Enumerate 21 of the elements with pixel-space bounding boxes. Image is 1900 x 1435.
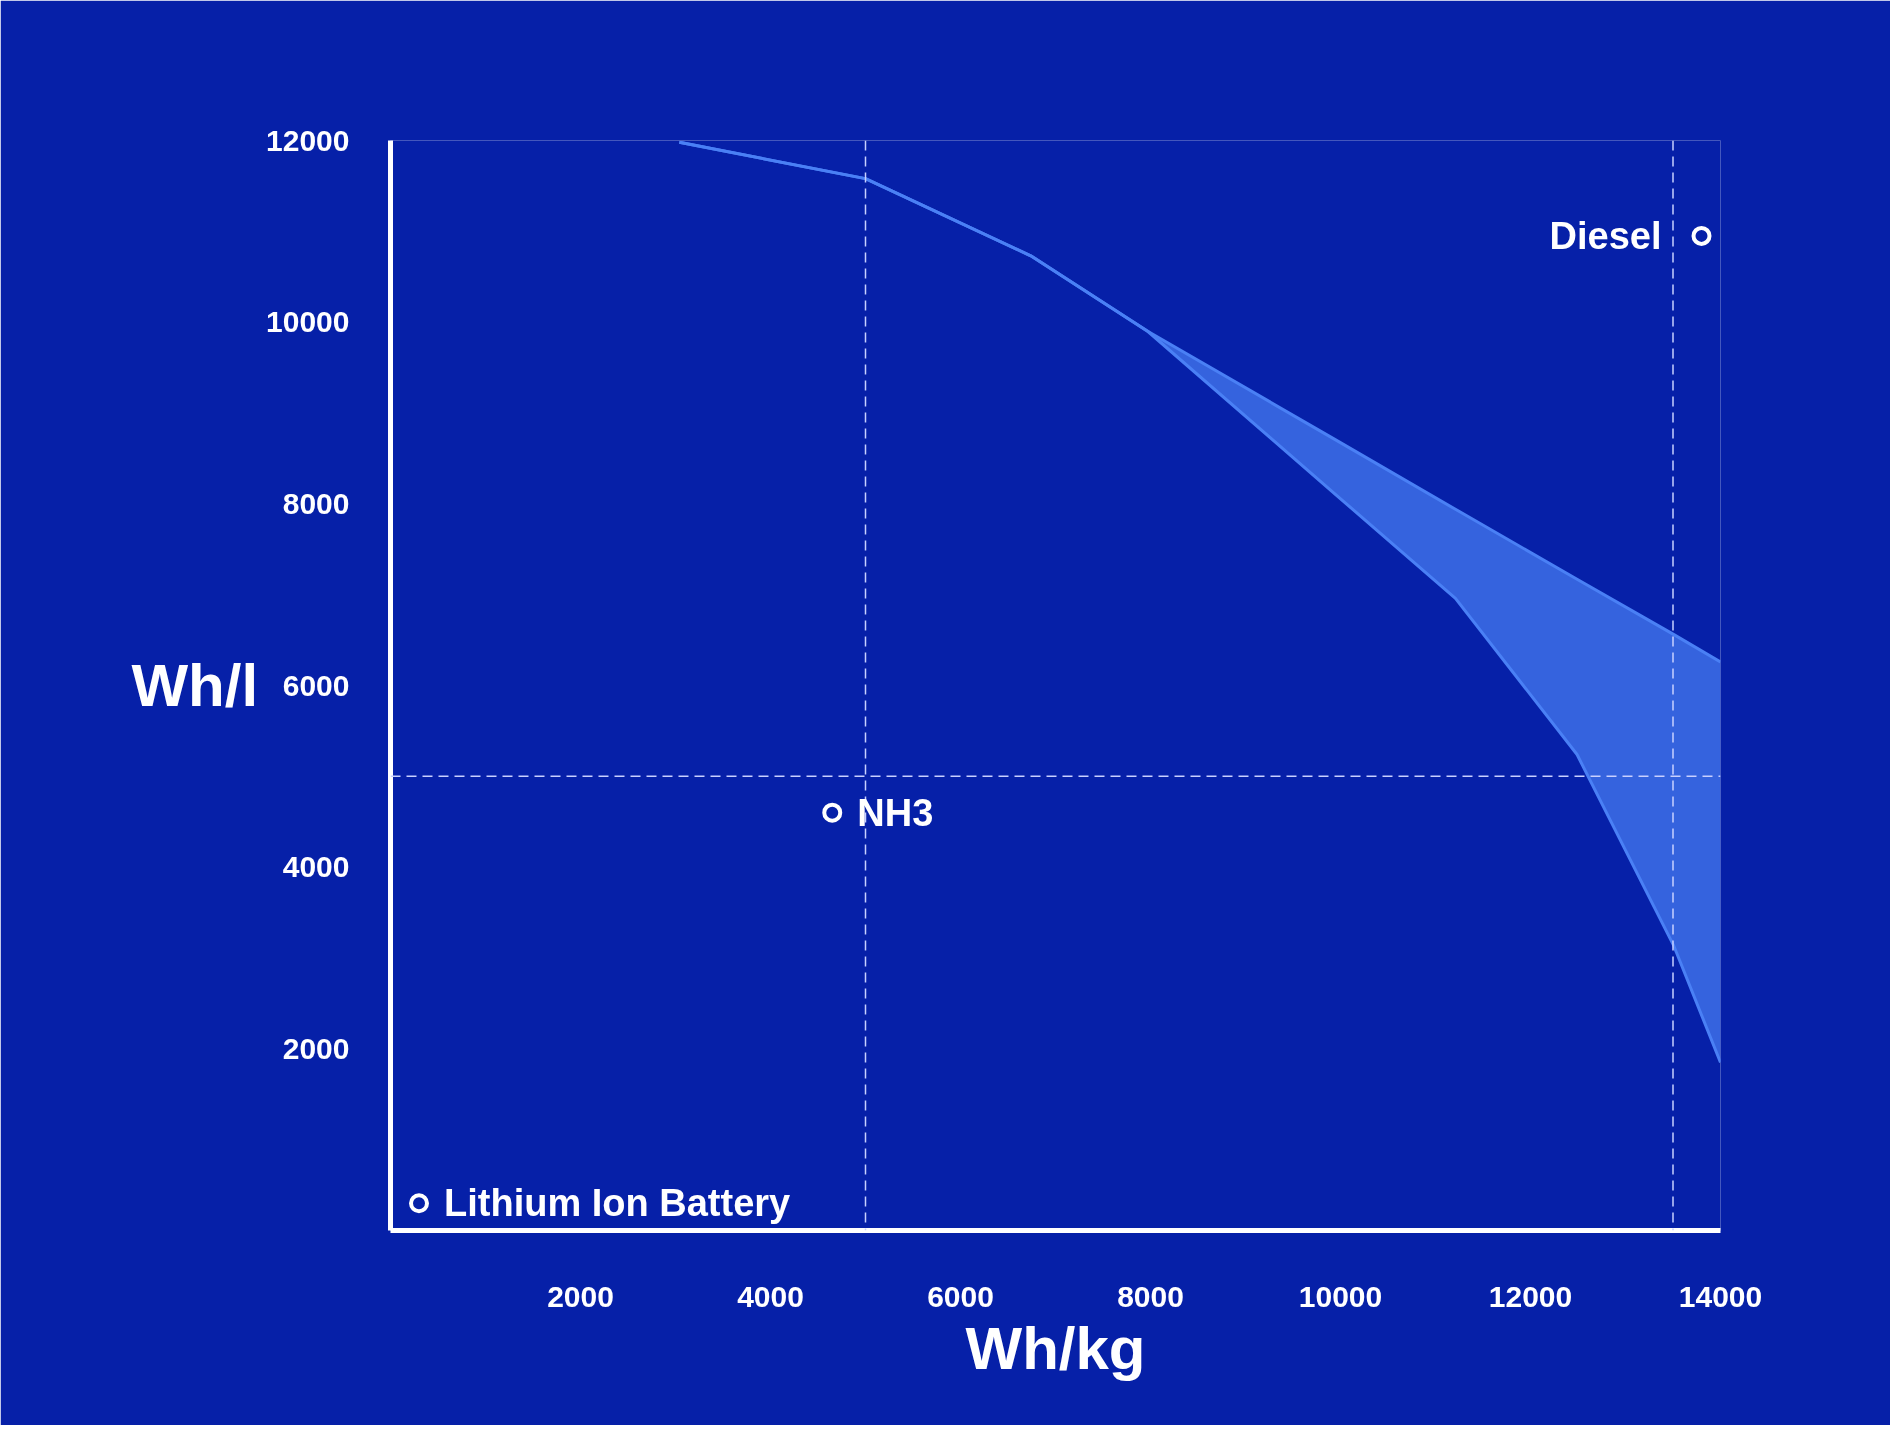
x-tick-label: 2000 bbox=[547, 1279, 614, 1313]
point bbox=[1691, 225, 1712, 246]
x-tick-label: 6000 bbox=[927, 1279, 994, 1313]
y-tick-label: 8000 bbox=[282, 486, 350, 520]
y-tick-label: 6000 bbox=[282, 668, 350, 702]
series-label: Lithium Ion Battery bbox=[444, 1182, 791, 1225]
x-axis-title: Wh/kg bbox=[965, 1314, 1146, 1382]
y-tick-label: 12000 bbox=[266, 123, 350, 157]
x-tick-label: 10000 bbox=[1298, 1279, 1383, 1313]
y-axis-title: Wh/l bbox=[131, 652, 259, 719]
x-tick-label: 4000 bbox=[737, 1279, 804, 1313]
series-label: NH3 bbox=[857, 791, 934, 834]
y-tick-label: 2000 bbox=[282, 1031, 350, 1065]
series-label: Diesel bbox=[1549, 214, 1662, 257]
y-tick-label: 4000 bbox=[282, 850, 350, 884]
point bbox=[822, 802, 843, 823]
y-tick-label: 10000 bbox=[266, 305, 350, 339]
x-tick-label: 14000 bbox=[1678, 1279, 1763, 1313]
x-tick-label: 12000 bbox=[1488, 1279, 1573, 1313]
point bbox=[409, 1193, 429, 1214]
x-tick-label: 8000 bbox=[1117, 1279, 1184, 1313]
